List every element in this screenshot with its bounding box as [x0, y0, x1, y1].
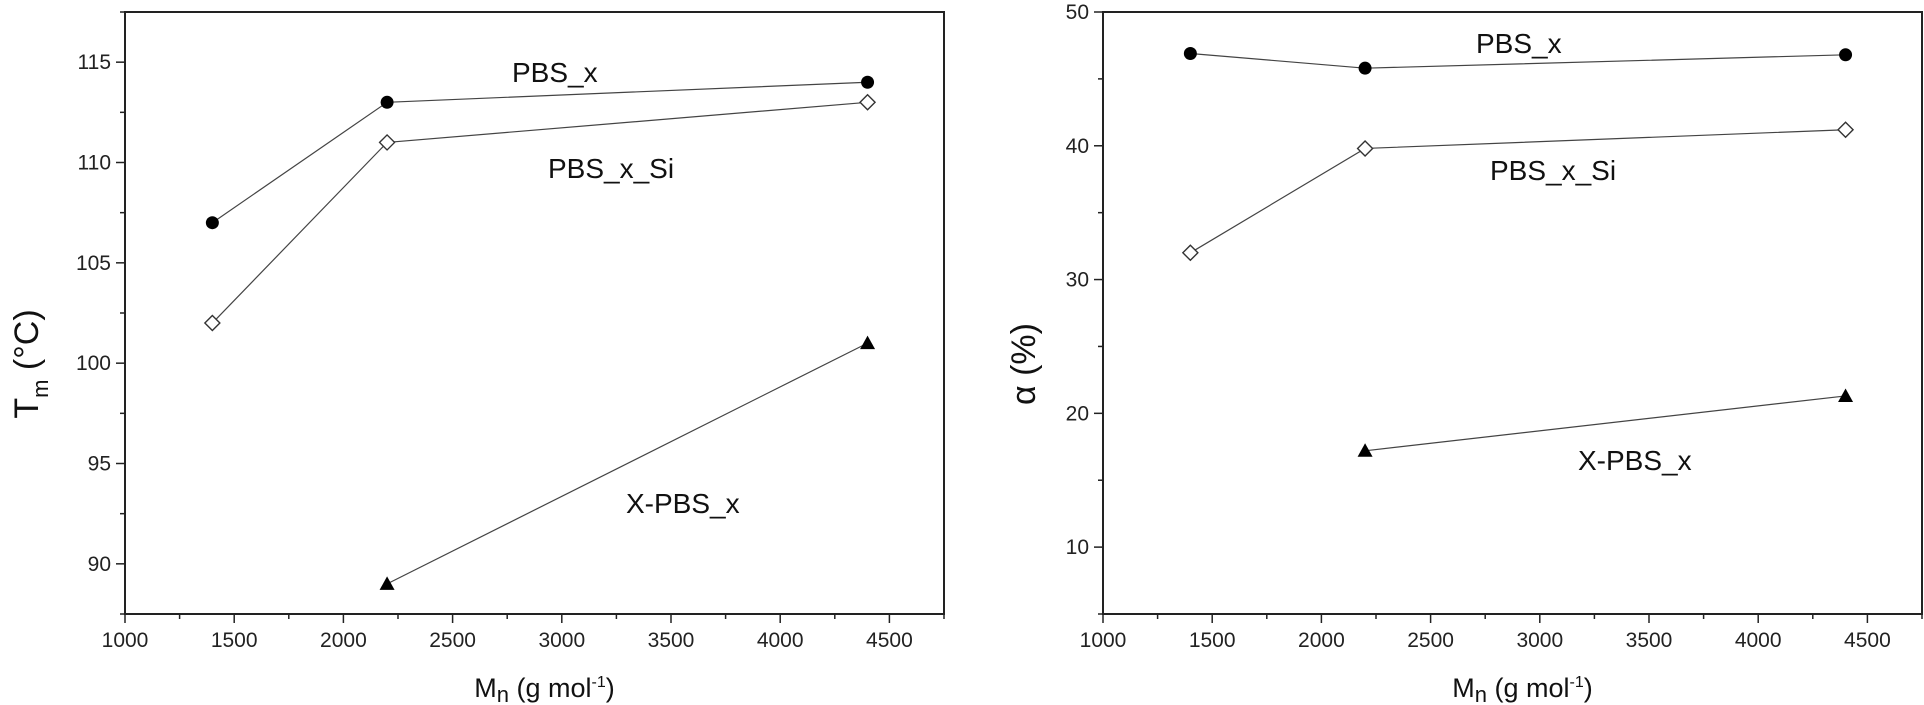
x-tick-label: 3000: [1516, 629, 1563, 652]
series-label: PBS_x_Si: [548, 153, 674, 184]
x-axis-title: Mn (g mol-1): [474, 673, 615, 705]
plot-frame: [124, 11, 945, 615]
y-tick-label: 30: [1066, 269, 1089, 292]
chart-2: 1000 1500 2000 2500 3000 3500 4000 4500 10 20 30 40…: [1005, 1, 1923, 705]
series-label: X-PBS_x: [1578, 445, 1692, 476]
x-tick-label: 3500: [648, 629, 695, 652]
x-tick-label: 4500: [866, 629, 913, 652]
marker-diamond-open: [378, 133, 396, 151]
y-tick-label: 90: [88, 553, 111, 576]
marker-diamond-open: [1181, 244, 1199, 262]
series-line-X-PBS_x: [386, 342, 868, 585]
series-line-PBS_x: [212, 81, 868, 224]
y-tick-label: 50: [1066, 1, 1089, 24]
x-tick-label: 2500: [1407, 629, 1454, 652]
y-tick-label: 20: [1066, 402, 1089, 425]
series-line-PBS_x_Si: [211, 101, 868, 324]
x-tick-label: 4000: [1735, 629, 1782, 652]
x-tick-label: 3500: [1626, 629, 1673, 652]
marker-circle-filled: [380, 95, 394, 109]
x-tick-label: 1000: [102, 629, 149, 652]
marker-circle-filled: [205, 216, 219, 230]
x-tick-label: 2500: [429, 629, 476, 652]
x-tick-label: 3000: [538, 629, 585, 652]
series-line-X-PBS_x: [1365, 395, 1846, 452]
y-tick-label: 10: [1066, 536, 1089, 559]
x-tick-label: 4500: [1844, 629, 1891, 652]
marker-triangle-filled: [860, 335, 876, 350]
x-axis-title: Mn (g mol-1): [1452, 673, 1593, 705]
x-tick-label: 1500: [211, 629, 258, 652]
series-label: X-PBS_x: [626, 488, 740, 519]
x-tick-label: 1000: [1080, 629, 1127, 652]
series-label: PBS_x: [512, 57, 598, 88]
chart-1: 1000 1500 2000 2500 3000 3500 4000 4500 90 95 100 1…: [8, 11, 945, 705]
marker-circle-filled: [1183, 46, 1197, 60]
plot-frame: [1102, 11, 1923, 615]
marker-circle-filled: [1839, 48, 1853, 62]
marker-diamond-open: [203, 314, 221, 332]
y-tick-label: 100: [76, 352, 111, 375]
marker-triangle-filled: [1838, 388, 1854, 402]
series-label: PBS_x_Si: [1490, 155, 1616, 186]
marker-circle-filled: [861, 75, 875, 89]
y-tick-label: 105: [76, 252, 111, 275]
x-tick-label: 2000: [320, 629, 367, 652]
marker-triangle-filled: [379, 576, 395, 590]
marker-diamond-open: [859, 93, 877, 111]
y-axis-title: Tm (°C): [8, 309, 53, 418]
x-tick-label: 4000: [757, 629, 804, 652]
x-tick-label: 1500: [1189, 629, 1236, 652]
y-axis-title: α (%): [1005, 323, 1043, 405]
marker-triangle-filled: [1357, 443, 1373, 457]
y-tick-label: 40: [1066, 135, 1089, 158]
series-line-PBS_x_Si: [1190, 129, 1846, 254]
marker-diamond-open: [1837, 121, 1855, 139]
marker-diamond-open: [1356, 139, 1374, 157]
y-tick-label: 115: [78, 51, 111, 74]
marker-circle-filled: [1358, 61, 1372, 75]
x-tick-label: 2000: [1298, 629, 1345, 652]
y-tick-label: 95: [88, 453, 111, 476]
y-tick-label: 110: [78, 152, 111, 175]
series-label: PBS_x: [1476, 28, 1562, 59]
